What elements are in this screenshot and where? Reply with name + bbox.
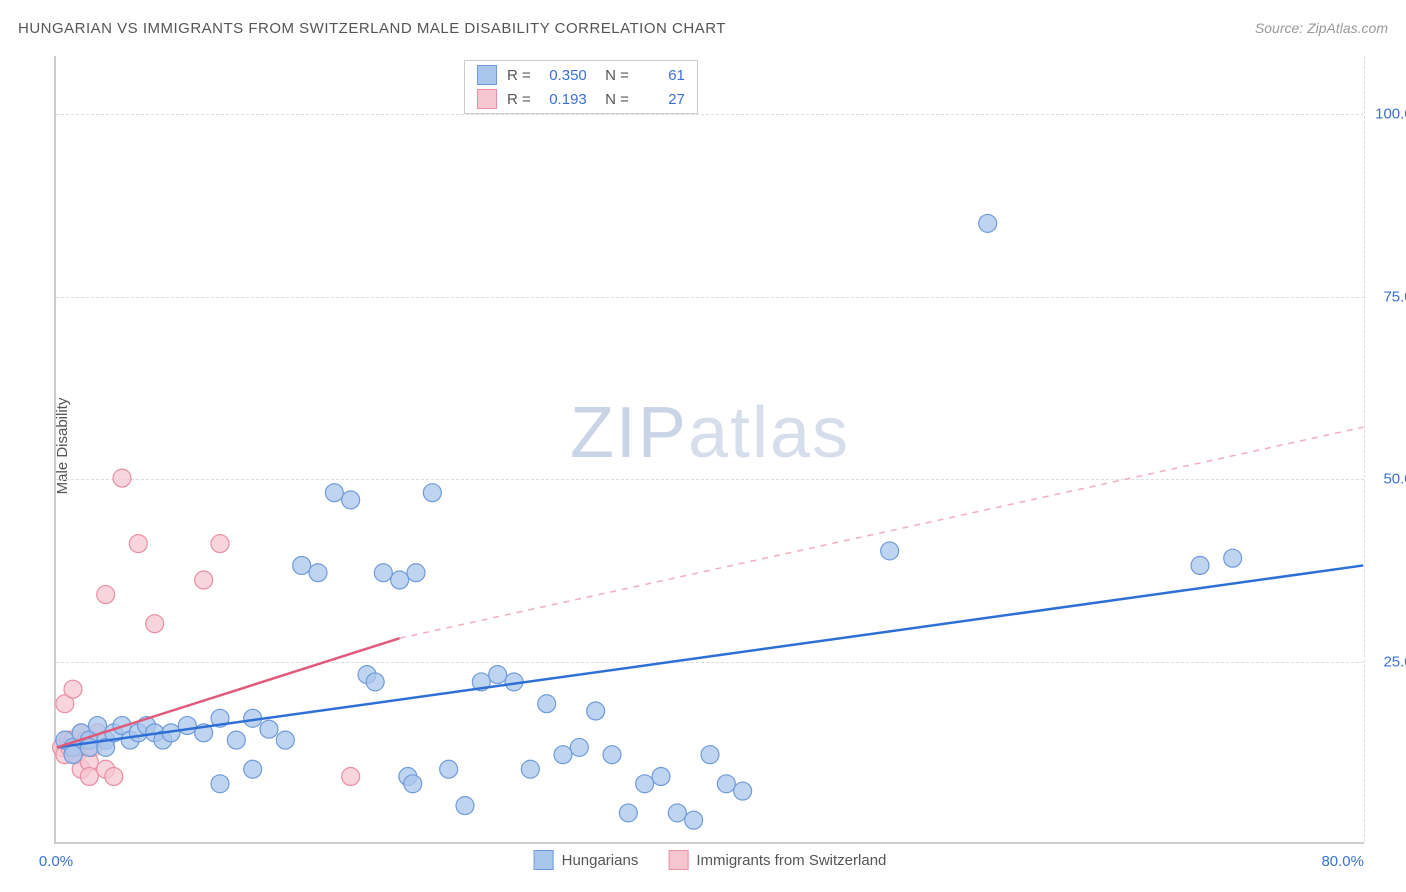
trend-line-dashed xyxy=(400,427,1364,638)
y-tick-label: 75.0% xyxy=(1383,288,1406,305)
data-point xyxy=(374,564,392,582)
stat-n-label: N = xyxy=(597,91,629,108)
legend-item-hungarians: Hungarians xyxy=(534,850,639,870)
stat-n-value-hungarians: 61 xyxy=(635,67,685,84)
data-point xyxy=(979,214,997,232)
data-point xyxy=(538,695,556,713)
data-point xyxy=(423,484,441,502)
data-point xyxy=(636,775,654,793)
data-point xyxy=(734,782,752,800)
plot-area: ZIPatlas 25.0%50.0%75.0%100.0% R = 0.350… xyxy=(54,56,1364,844)
legend-stats-row-hungarians: R = 0.350 N = 61 xyxy=(465,63,697,87)
data-point xyxy=(603,746,621,764)
stat-r-value-hungarians: 0.350 xyxy=(537,67,587,84)
data-point xyxy=(489,666,507,684)
legend-bottom: Hungarians Immigrants from Switzerland xyxy=(534,850,887,870)
data-point xyxy=(211,535,229,553)
data-point xyxy=(293,556,311,574)
data-point xyxy=(391,571,409,589)
data-point xyxy=(64,746,82,764)
legend-label-swiss: Immigrants from Switzerland xyxy=(696,852,886,869)
data-point xyxy=(211,775,229,793)
data-point xyxy=(309,564,327,582)
legend-item-swiss: Immigrants from Switzerland xyxy=(668,850,886,870)
data-point xyxy=(881,542,899,560)
legend-stats-box: R = 0.350 N = 61 R = 0.193 N = 27 xyxy=(464,60,698,114)
data-point xyxy=(456,797,474,815)
stat-n-label: N = xyxy=(597,67,629,84)
data-point xyxy=(554,746,572,764)
data-point xyxy=(366,673,384,691)
trend-line xyxy=(57,565,1364,747)
data-point xyxy=(587,702,605,720)
data-point xyxy=(717,775,735,793)
gridline-v-right xyxy=(1364,56,1365,842)
data-point xyxy=(80,768,98,786)
data-point xyxy=(227,731,245,749)
data-point xyxy=(129,535,147,553)
x-tick-80: 80.0% xyxy=(1321,853,1364,870)
data-point xyxy=(701,746,719,764)
legend-label-hungarians: Hungarians xyxy=(562,852,639,869)
trend-line xyxy=(57,638,400,747)
source-attribution: Source: ZipAtlas.com xyxy=(1255,20,1388,36)
data-point xyxy=(652,768,670,786)
y-tick-label: 25.0% xyxy=(1383,653,1406,670)
stat-r-label: R = xyxy=(507,67,531,84)
data-point xyxy=(146,615,164,633)
data-point xyxy=(97,586,115,604)
data-point xyxy=(1224,549,1242,567)
legend-swatch-swiss xyxy=(477,89,497,109)
data-point xyxy=(570,738,588,756)
data-point xyxy=(342,768,360,786)
x-tick-0: 0.0% xyxy=(39,853,73,870)
y-tick-label: 50.0% xyxy=(1383,471,1406,488)
stat-r-label: R = xyxy=(507,91,531,108)
chart-container: HUNGARIAN VS IMMIGRANTS FROM SWITZERLAND… xyxy=(0,0,1406,892)
data-point xyxy=(195,571,213,589)
data-point xyxy=(668,804,686,822)
data-point xyxy=(105,768,123,786)
data-point xyxy=(113,469,131,487)
legend-swatch-hungarians xyxy=(477,65,497,85)
data-point xyxy=(244,760,262,778)
legend-stats-row-swiss: R = 0.193 N = 27 xyxy=(465,87,697,111)
data-point xyxy=(404,775,422,793)
legend-swatch-swiss-icon xyxy=(668,850,688,870)
data-point xyxy=(178,717,196,735)
y-tick-label: 100.0% xyxy=(1375,106,1406,123)
data-point xyxy=(64,680,82,698)
stat-n-value-swiss: 27 xyxy=(635,91,685,108)
data-point xyxy=(407,564,425,582)
stat-r-value-swiss: 0.193 xyxy=(537,91,587,108)
data-point xyxy=(325,484,343,502)
data-point xyxy=(1191,556,1209,574)
data-point xyxy=(619,804,637,822)
legend-swatch-hungarians-icon xyxy=(534,850,554,870)
data-point xyxy=(521,760,539,778)
data-point xyxy=(685,811,703,829)
chart-title: HUNGARIAN VS IMMIGRANTS FROM SWITZERLAND… xyxy=(18,20,726,37)
data-point xyxy=(276,731,294,749)
data-point xyxy=(260,720,278,738)
data-point xyxy=(342,491,360,509)
data-point xyxy=(440,760,458,778)
plot-svg xyxy=(56,56,1364,842)
